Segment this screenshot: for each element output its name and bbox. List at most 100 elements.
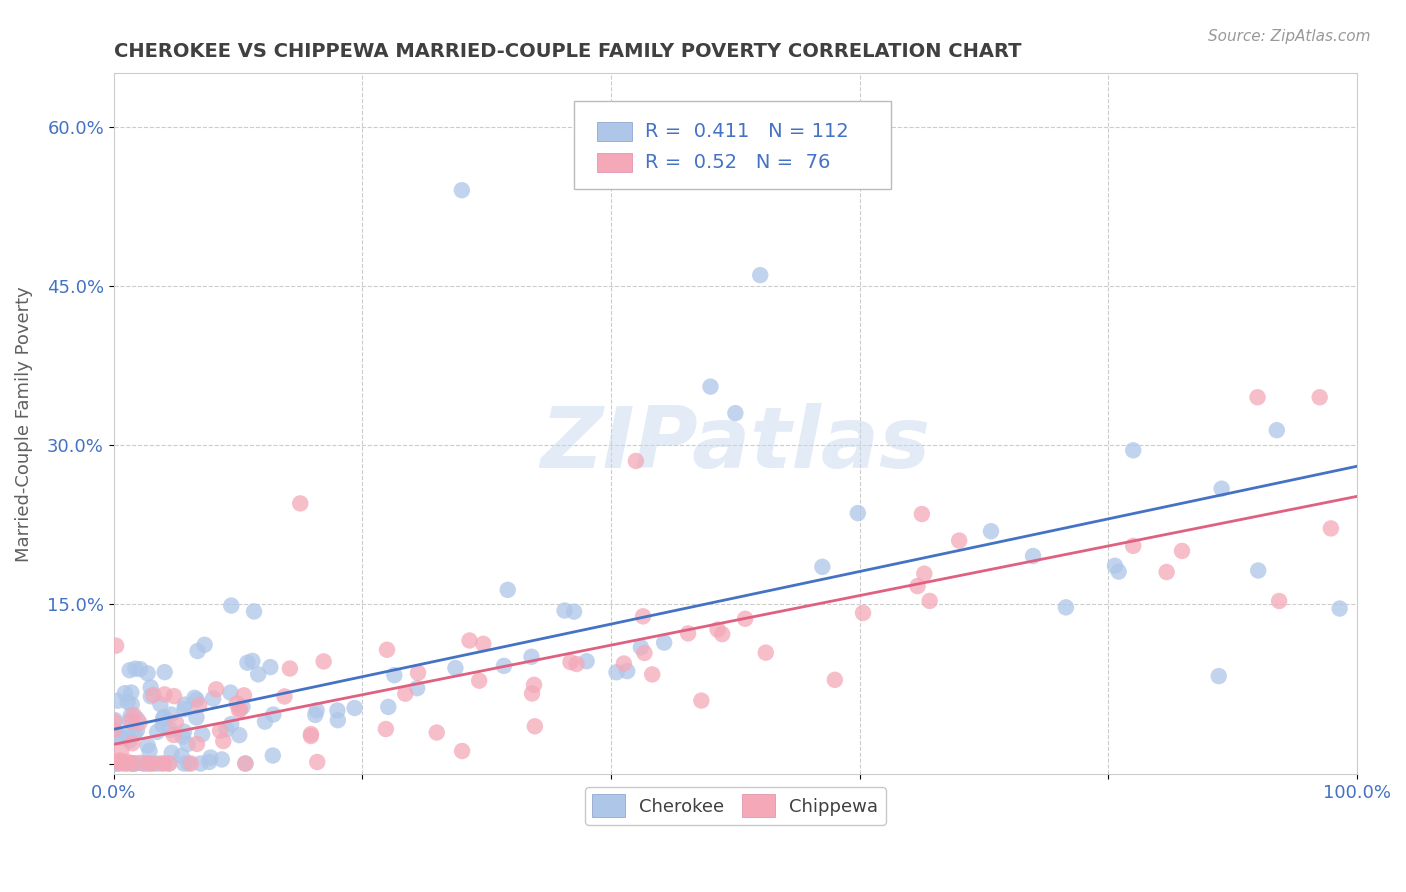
Point: [108, 731, 131, 745]
Point: [231, 699, 253, 714]
Point: [142, 756, 165, 771]
Point: [520, 649, 543, 664]
Point: [110, 743, 132, 757]
Point: [1122, 443, 1144, 458]
Point: [451, 744, 474, 758]
Point: [157, 756, 180, 771]
Point: [105, 756, 128, 771]
Text: R =  0.52   N =  76: R = 0.52 N = 76: [644, 153, 830, 172]
Point: [177, 756, 200, 771]
Point: [172, 730, 194, 744]
Point: [706, 623, 728, 637]
Point: [1246, 390, 1268, 404]
Point: [146, 756, 169, 771]
Point: [911, 507, 934, 521]
Point: [724, 406, 747, 420]
Point: [121, 756, 143, 771]
Point: [176, 737, 198, 751]
Point: [907, 579, 929, 593]
Text: R =  0.411   N = 112: R = 0.411 N = 112: [644, 122, 848, 141]
Point: [104, 713, 127, 727]
Point: [406, 681, 429, 695]
Point: [114, 756, 136, 771]
Point: [159, 723, 181, 737]
Point: [114, 686, 136, 700]
Point: [110, 755, 132, 769]
Point: [153, 665, 176, 679]
Point: [458, 633, 481, 648]
Point: [699, 379, 721, 393]
Point: [136, 739, 159, 753]
Point: [1156, 565, 1178, 579]
Point: [575, 654, 598, 668]
Point: [382, 668, 405, 682]
Point: [118, 714, 141, 728]
Point: [624, 454, 647, 468]
Point: [211, 752, 233, 766]
Point: [1309, 390, 1331, 404]
Point: [219, 599, 242, 613]
Point: [200, 750, 222, 764]
Point: [304, 707, 326, 722]
Point: [1329, 601, 1351, 615]
Point: [262, 748, 284, 763]
Bar: [598, 122, 633, 142]
Point: [139, 690, 162, 704]
Bar: [598, 153, 633, 172]
Point: [121, 736, 143, 750]
Point: [125, 712, 148, 726]
Point: [1022, 549, 1045, 563]
Point: [121, 756, 143, 771]
Point: [605, 665, 627, 680]
Point: [186, 737, 208, 751]
Point: [121, 714, 143, 729]
Point: [426, 725, 449, 739]
Point: [153, 687, 176, 701]
Point: [980, 524, 1002, 539]
Point: [122, 708, 145, 723]
Point: [150, 756, 173, 771]
Point: [121, 698, 143, 712]
Point: [128, 715, 150, 730]
Point: [215, 722, 238, 736]
Point: [129, 756, 152, 770]
Point: [1268, 594, 1291, 608]
Point: [562, 605, 585, 619]
Point: [444, 661, 467, 675]
Point: [259, 660, 281, 674]
Point: [262, 707, 284, 722]
Point: [219, 717, 242, 731]
Point: [377, 700, 399, 714]
Point: [173, 756, 195, 771]
Point: [138, 744, 160, 758]
Point: [523, 719, 546, 733]
Point: [129, 662, 152, 676]
Point: [139, 681, 162, 695]
Point: [225, 697, 247, 711]
Point: [198, 755, 221, 769]
Point: [554, 603, 576, 617]
Point: [1108, 565, 1130, 579]
Point: [253, 714, 276, 729]
Point: [103, 714, 125, 729]
Legend: Cherokee, Chippewa: Cherokee, Chippewa: [585, 787, 886, 825]
Point: [236, 656, 259, 670]
Point: [616, 664, 638, 678]
Point: [811, 559, 834, 574]
Point: [124, 756, 146, 771]
Point: [1265, 423, 1288, 437]
Point: [180, 756, 202, 771]
Point: [125, 723, 148, 738]
Point: [108, 753, 131, 767]
Point: [755, 646, 778, 660]
Point: [110, 730, 132, 744]
Point: [299, 729, 322, 743]
Point: [326, 703, 349, 717]
Point: [278, 661, 301, 675]
Point: [194, 638, 217, 652]
Point: [307, 755, 329, 769]
Point: [560, 655, 582, 669]
Point: [305, 703, 328, 717]
Point: [173, 702, 195, 716]
Point: [1054, 600, 1077, 615]
